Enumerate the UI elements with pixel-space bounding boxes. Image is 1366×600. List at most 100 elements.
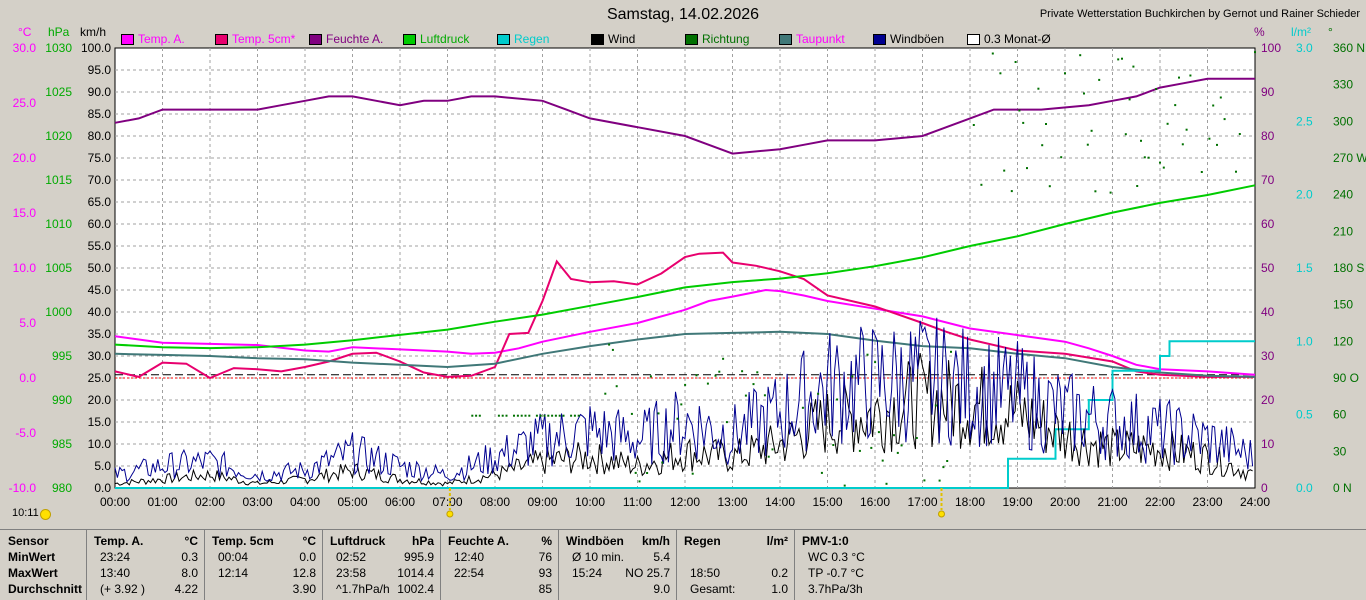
table-cell-row: ^1.7hPa/h 1002.4 [330, 581, 434, 597]
table-cell-time: (+ 3.92 ) [100, 582, 146, 596]
table-cell-value: 1002.4 [397, 582, 434, 596]
table-cell-value: 3.90 [292, 582, 316, 596]
celsius-axis-tick: 10.0 [13, 261, 37, 275]
series-regen [115, 340, 1255, 489]
column-header: PMV-1:0 [802, 534, 849, 548]
table-cell-value: 93 [538, 566, 552, 580]
series-luftdruck [114, 184, 1256, 350]
x-tick-label: 15:00 [812, 495, 842, 509]
legend-label: Feuchte A. [326, 32, 384, 46]
table-cell-row: 12:40 76 [448, 549, 552, 565]
legend-item: Wind [591, 31, 685, 47]
legend-item: Feuchte A. [309, 31, 403, 47]
column-header: Luftdruck [330, 534, 386, 548]
legend-swatch [967, 33, 980, 45]
celsius-axis-tick: 15.0 [13, 206, 37, 220]
legend-label: Temp. 5cm* [232, 32, 296, 46]
x-tick-label: 22:00 [1145, 495, 1175, 509]
rain-axis-tick: 1.0 [1296, 334, 1313, 348]
series-taupunkt [114, 330, 1256, 378]
table-cell-row: 13:40 8.0 [94, 565, 198, 581]
kmh-axis-tick: 80.0 [88, 129, 112, 143]
kmh-axis-tick: 20.0 [88, 393, 112, 407]
table-cell-row [684, 549, 788, 565]
x-tick-label: 06:00 [385, 495, 415, 509]
hpa-axis-tick: 1015 [45, 173, 72, 187]
table-row-label: Sensor [8, 534, 49, 548]
percent-axis-tick: 50 [1261, 261, 1275, 275]
table-cell-time: 3.7hPa/3h [808, 582, 863, 596]
table-separator [558, 529, 559, 600]
direction-axis-tick: 90 O [1333, 371, 1359, 385]
legend-label: Temp. A. [138, 32, 185, 46]
table-cell-row: 3.90 [212, 581, 316, 597]
column-header: Temp. A. [94, 534, 144, 548]
legend-item: Temp. 5cm* [215, 31, 309, 47]
x-tick-label: 10:00 [575, 495, 605, 509]
table-cell-value: 0.0 [299, 550, 316, 564]
statistics-table: Sensor MinWert MaxWert Durchschnitt Temp. A.… [0, 529, 1366, 600]
table-cell-value: 76 [538, 550, 552, 564]
table-cell-value: 8.0 [181, 566, 198, 580]
percent-axis-tick: 30 [1261, 349, 1275, 363]
rain-axis-tick: 0.5 [1296, 408, 1313, 422]
celsius-axis-tick: 25.0 [13, 96, 37, 110]
table-column: Temp. A. °C 23:24 0.3 13:40 8.0 (+ 3.92 ) 4.22 [94, 529, 198, 600]
table-separator [322, 529, 323, 600]
direction-axis-tick: 360 N [1333, 41, 1365, 55]
celsius-axis-tick: -5.0 [15, 426, 36, 440]
percent-axis-tick: 70 [1261, 173, 1275, 187]
kmh-axis-tick: 90.0 [88, 85, 112, 99]
direction-axis-tick: 0 N [1333, 481, 1352, 495]
column-unit: % [541, 534, 552, 548]
legend-item: 0.3 Monat-Ø [967, 31, 1061, 47]
kmh-axis-tick: 55.0 [88, 239, 112, 253]
unit-deg: ° [1328, 25, 1333, 39]
table-cell-time: 22:54 [454, 566, 485, 580]
x-tick-label: 04:00 [290, 495, 320, 509]
celsius-axis-tick: 30.0 [13, 41, 37, 55]
hpa-axis-tick: 995 [52, 349, 72, 363]
x-tick-label: 21:00 [1097, 495, 1127, 509]
table-separator [440, 529, 441, 600]
kmh-axis-tick: 100.0 [81, 41, 111, 55]
table-column: Regen l/m² 18:50 0.2 Gesamt: 1.0 [684, 529, 788, 600]
table-cell-time: 12:40 [454, 550, 485, 564]
legend-swatch [685, 33, 698, 45]
legend-label: Luftdruck [420, 32, 470, 46]
legend-label: Regen [514, 32, 550, 46]
column-unit: l/m² [766, 534, 788, 548]
x-tick-label: 03:00 [242, 495, 272, 509]
percent-axis-tick: 100 [1261, 41, 1281, 55]
table-cell-value: 0.3 [181, 550, 198, 564]
kmh-axis-tick: 60.0 [88, 217, 112, 231]
table-row-label: MaxWert [8, 566, 58, 580]
table-column: PMV-1:0 WC 0.3 °C TP -0.7 °C 3.7hPa/3h [802, 529, 906, 600]
percent-axis-tick: 80 [1261, 129, 1275, 143]
table-separator [86, 529, 87, 600]
column-header: Feuchte A. [448, 534, 509, 548]
kmh-axis-tick: 95.0 [88, 63, 112, 77]
x-tick-label: 16:00 [860, 495, 890, 509]
table-cell-time: 23:58 [336, 566, 367, 580]
x-tick-label: 08:00 [480, 495, 510, 509]
table-cell-time: WC 0.3 °C [808, 550, 865, 564]
legend-swatch [309, 33, 322, 45]
table-cell-value: 995.9 [403, 550, 434, 564]
hpa-axis-tick: 1025 [45, 85, 72, 99]
legend-label: Taupunkt [796, 32, 845, 46]
direction-axis-tick: 210 [1333, 224, 1353, 238]
legend: Temp. A. Temp. 5cm* Feuchte A. Luftdruck Reg… [121, 31, 1253, 47]
table-cell-value: 4.22 [174, 582, 198, 596]
percent-axis-tick: 20 [1261, 393, 1275, 407]
table-cell-row: 3.7hPa/3h [802, 581, 906, 597]
table-cell-row: 18:50 0.2 [684, 565, 788, 581]
legend-item: Regen [497, 31, 591, 47]
table-column: Feuchte A.% 12:40 76 22:54 93 85 [448, 529, 552, 600]
table-cell-time: 18:50 [690, 566, 721, 580]
legend-swatch [403, 33, 416, 45]
percent-axis-tick: 90 [1261, 85, 1275, 99]
celsius-axis-tick: 20.0 [13, 151, 37, 165]
table-cell-time: Gesamt: [690, 582, 736, 596]
column-unit: °C [184, 534, 198, 548]
